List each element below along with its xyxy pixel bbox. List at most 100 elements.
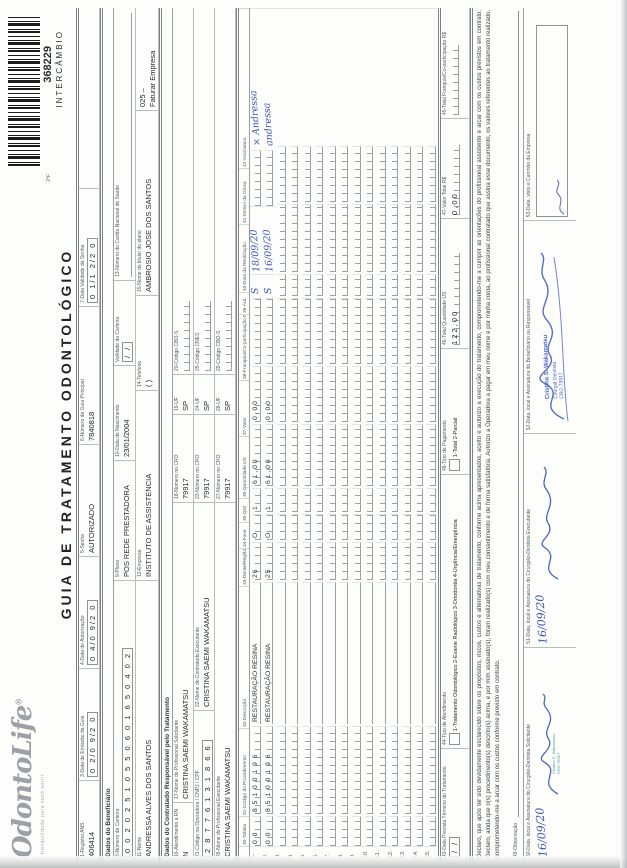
field-value: ( ) <box>144 379 153 387</box>
field-label: 17-Nome do Profissional Solicitante <box>174 719 180 799</box>
handwritten-signature: andressa <box>260 102 276 147</box>
cell-us <box>277 424 286 486</box>
table-row: 9. <box>350 8 363 860</box>
logo-tagline: tranquilidade para você sorrir <box>40 774 46 854</box>
cell-codigo: 8 5 1 0 0 1 9 6 <box>264 726 273 814</box>
cell-glosa <box>289 146 298 202</box>
field-value: 23/01/2004 <box>122 419 131 457</box>
cell-face: O <box>252 514 261 540</box>
cell-glosa <box>377 146 386 202</box>
cell-us <box>389 424 398 486</box>
field-label: 49-Observação <box>513 822 520 857</box>
cell-valor: 0 , 0 0 <box>252 366 261 422</box>
cell-face <box>427 514 436 540</box>
table-row: 10. <box>362 8 375 860</box>
cell-us <box>302 424 311 486</box>
cell-valor <box>339 366 348 422</box>
cell-tabela <box>289 816 298 846</box>
cell-descricao <box>364 582 373 724</box>
field-value: AUTORIZADO <box>87 503 96 553</box>
field-empresa: 12-Empresa INSTITUTO DE ASSISTENCIA <box>136 390 158 580</box>
field-valor-total: 47-Valor Total R$ 0 , 0 0 <box>440 118 469 218</box>
cell-us <box>427 424 436 486</box>
beneficiario-row-2: 11-Nome ANDRESSA ALVES DOS SANTOS 12-Emp… <box>136 8 159 860</box>
cell-aut <box>302 274 311 296</box>
cell-data <box>402 204 411 272</box>
cell-qtd <box>389 488 398 512</box>
cell-aut <box>314 274 323 296</box>
field-label: 24-UF <box>195 397 201 411</box>
cell-franquia <box>264 298 273 364</box>
field-value <box>449 45 459 115</box>
field-value: 406414 <box>87 831 96 857</box>
field-value: 7840818 <box>87 411 96 441</box>
field-value: 79917 <box>223 478 232 499</box>
field-titular-plano: 15-Nome do titular do plano AMBROSIO JOS… <box>136 110 158 295</box>
cell-tabela <box>402 816 411 846</box>
cell-descricao <box>389 582 398 724</box>
dentist-stamp: Cristina S. Wakamatsu Cirurgiã Dentista … <box>543 335 566 400</box>
field-cro-executante: 27-Número no CRO 79917 <box>215 414 235 502</box>
col-face: 34-Face <box>239 522 249 548</box>
field-value: 2 8 7 7 6 1 3 1 8 6 6 <box>202 740 213 857</box>
observation-field: 49-Observação <box>506 8 525 860</box>
cell-face <box>314 514 323 540</box>
cell-descricao <box>302 582 311 724</box>
sig-dentist-solicitante: 50-Data, local e Assinatura do Cirurgião… <box>524 646 577 860</box>
cell-franquia <box>339 298 348 364</box>
cell-dente <box>389 542 398 580</box>
cell-franquia <box>327 298 336 364</box>
field-spacer <box>79 8 99 188</box>
field-value: CRISTINA SAEMI WAKAMATSU <box>223 747 232 857</box>
field-plano: 9-Plano POS REDE PRESTADORA <box>114 460 135 580</box>
field-value: / / <box>122 341 133 362</box>
cell-valor <box>352 366 361 422</box>
cell-descricao: RESTAURAÇÃO RESINA <box>264 582 273 724</box>
cell-face <box>364 514 373 540</box>
field-label: 13-Número do Cartão Nacional de Saúde <box>115 185 121 277</box>
col-data-realizacao: 40-Data da Realização <box>239 224 249 292</box>
contratado-row-1: 16-Atendimento a RN N 17-Nome do Profiss… <box>173 8 194 860</box>
sig-dentist-executante: 51-Data, local e Assinatura do Cirurgião… <box>524 433 577 647</box>
cell-dente: 26 <box>252 542 261 580</box>
cell-face <box>352 514 361 540</box>
cell-dente <box>377 542 386 580</box>
barcode-type-label: INTERCÂMBIO <box>55 30 64 108</box>
cell-franquia <box>414 298 423 364</box>
cell-qtd <box>314 488 323 512</box>
cell-valor: 0 , 0 0 <box>264 366 273 422</box>
cell-dente <box>289 542 298 580</box>
cell-descricao <box>377 582 386 724</box>
cell-aut <box>352 274 361 296</box>
procedures-table-header: 30-Tabela 31-Código do Procedimento 32-D… <box>236 8 250 860</box>
field-label: 16-Atendimento a RN <box>174 808 180 857</box>
cell-tabela <box>314 816 323 846</box>
cell-assinatura <box>412 8 425 144</box>
field-label: 8-Número da Carteira <box>115 808 121 857</box>
cell-data <box>314 204 323 272</box>
col-dente: 33-Dente/Região <box>239 548 249 586</box>
cell-codigo <box>377 726 386 814</box>
field-tipo-atendimento: 44-Tipo de Atendimento 1-Tratamento Odon… <box>440 474 469 748</box>
cell-tabela <box>352 816 361 846</box>
cell-valor <box>389 366 398 422</box>
cell-tabela <box>327 816 336 846</box>
field-value: 0 1/1 2/2 0 <box>87 237 98 303</box>
cell-assinatura <box>387 8 400 144</box>
cell-aut <box>377 274 386 296</box>
cell-assinatura <box>400 8 413 144</box>
cell-aut <box>339 274 348 296</box>
cell-assinatura <box>325 8 338 144</box>
table-row: 4. <box>287 8 300 860</box>
cell-aut <box>414 274 423 296</box>
cell-data <box>327 204 336 272</box>
field-value: SP <box>181 400 190 411</box>
cell-face <box>302 514 311 540</box>
cell-dente <box>302 542 311 580</box>
cell-face <box>327 514 336 540</box>
cell-codigo: 8 5 1 0 0 1 9 6 <box>252 726 261 814</box>
field-value <box>224 301 232 371</box>
registered-mark: ® <box>13 698 24 706</box>
cell-valor <box>377 366 386 422</box>
field-registro-ans: 1-Registro ANS 406414 <box>79 780 99 860</box>
